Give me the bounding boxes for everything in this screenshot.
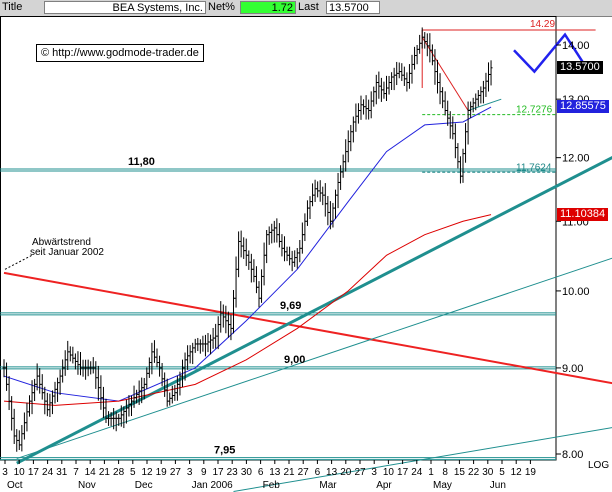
resistance-label: 14.29 <box>530 19 555 30</box>
price-chart: 11,80 9,69 9,00 7,95 12.7276 11.7624 14.29 Abwä… <box>0 16 612 492</box>
x-month-label: Jan 2006 <box>192 480 234 491</box>
y-axis-scale-label: LOG <box>588 460 609 471</box>
x-tick-label: 5 <box>499 467 505 478</box>
y-tick-label: 10.00 <box>562 286 590 298</box>
downtrend-label: Abwärtstrend <box>32 237 91 248</box>
x-tick-label: 17 <box>28 467 40 478</box>
x-tick-label: 22 <box>468 467 480 478</box>
x-tick-label: 6 <box>315 467 321 478</box>
x-tick-label: 13 <box>326 467 338 478</box>
level-label: 9,00 <box>284 354 305 366</box>
title-value: BEA Systems, Inc. <box>44 1 206 14</box>
x-tick-label: 19 <box>156 467 168 478</box>
x-month-label: Apr <box>376 480 392 491</box>
level-label: 7,95 <box>214 445 235 457</box>
x-tick-label: 27 <box>170 467 182 478</box>
moving-average-line <box>3 106 492 402</box>
y-tick-label: 12.00 <box>562 153 590 165</box>
x-tick-label: 9 <box>201 467 207 478</box>
x-month-label: Mar <box>319 480 337 491</box>
last-price-tag: 13.5700 <box>557 60 603 74</box>
x-tick-label: 3 <box>187 467 193 478</box>
x-tick-label: 21 <box>283 467 295 478</box>
ma-red-tag: 11.10384 <box>557 207 609 221</box>
x-tick-label: 23 <box>227 467 239 478</box>
net-label: Net% <box>208 1 240 14</box>
x-tick-label: 10 <box>383 467 395 478</box>
uptrend-line <box>16 257 612 460</box>
projection-zigzag <box>513 32 587 74</box>
x-tick-label: 27 <box>354 467 366 478</box>
moving-average-line <box>3 214 492 406</box>
x-tick-label: 19 <box>525 467 537 478</box>
x-tick-label: 10 <box>14 467 26 478</box>
x-tick-label: 7 <box>73 467 79 478</box>
x-month-label: Jun <box>490 480 506 491</box>
x-tick-label: 20 <box>340 467 352 478</box>
x-tick-label: 30 <box>241 467 253 478</box>
dashed-level-label: 12.7276 <box>516 105 553 116</box>
x-tick-label: 31 <box>56 467 68 478</box>
x-tick-label: 24 <box>411 467 423 478</box>
x-tick-label: 21 <box>99 467 111 478</box>
x-tick-label: 8 <box>442 467 448 478</box>
x-month-label: Oct <box>7 480 23 491</box>
x-tick-label: 27 <box>298 467 310 478</box>
x-tick-label: 17 <box>212 467 224 478</box>
dashed-level-label: 11.7624 <box>516 162 552 173</box>
x-month-label: Feb <box>263 480 281 491</box>
uptrend-line <box>233 427 612 492</box>
level-label: 11,80 <box>128 156 155 168</box>
x-tick-label: 3 <box>2 467 8 478</box>
x-tick-label: 15 <box>454 467 466 478</box>
downtrend-label-2: seit Januar 2002 <box>30 247 104 258</box>
x-tick-label: 13 <box>269 467 281 478</box>
x-tick-label: 14 <box>85 467 97 478</box>
x-tick-label: 28 <box>113 467 125 478</box>
downtrend-pointer <box>4 254 33 270</box>
x-tick-label: 24 <box>42 467 54 478</box>
x-tick-label: 30 <box>482 467 494 478</box>
level-label: 9,69 <box>280 300 301 312</box>
x-tick-label: 6 <box>258 467 264 478</box>
last-value: 13.5700 <box>326 1 380 14</box>
y-tick-label: 8.00 <box>562 449 583 461</box>
source-watermark: © http://www.godmode-trader.de <box>36 44 204 62</box>
chart-header: Title BEA Systems, Inc. Net% 1.72 Last 1… <box>0 0 612 17</box>
y-tick-label: 9.00 <box>562 363 583 375</box>
x-month-label: Nov <box>78 480 96 491</box>
x-month-label: Dec <box>135 480 153 491</box>
x-tick-label: 1 <box>428 467 434 478</box>
x-tick-label: 5 <box>130 467 136 478</box>
x-tick-label: 17 <box>397 467 409 478</box>
x-month-label: May <box>433 480 452 491</box>
ma-blue-tag: 12.85575 <box>557 100 609 114</box>
x-tick-label: 3 <box>371 467 377 478</box>
x-tick-label: 12 <box>511 467 523 478</box>
net-value: 1.72 <box>240 1 296 14</box>
x-tick-label: 12 <box>141 467 153 478</box>
y-tick-label: 14.00 <box>562 40 590 52</box>
last-label: Last <box>298 1 326 14</box>
title-label: Title <box>2 1 42 14</box>
downtrend-line <box>3 271 612 385</box>
